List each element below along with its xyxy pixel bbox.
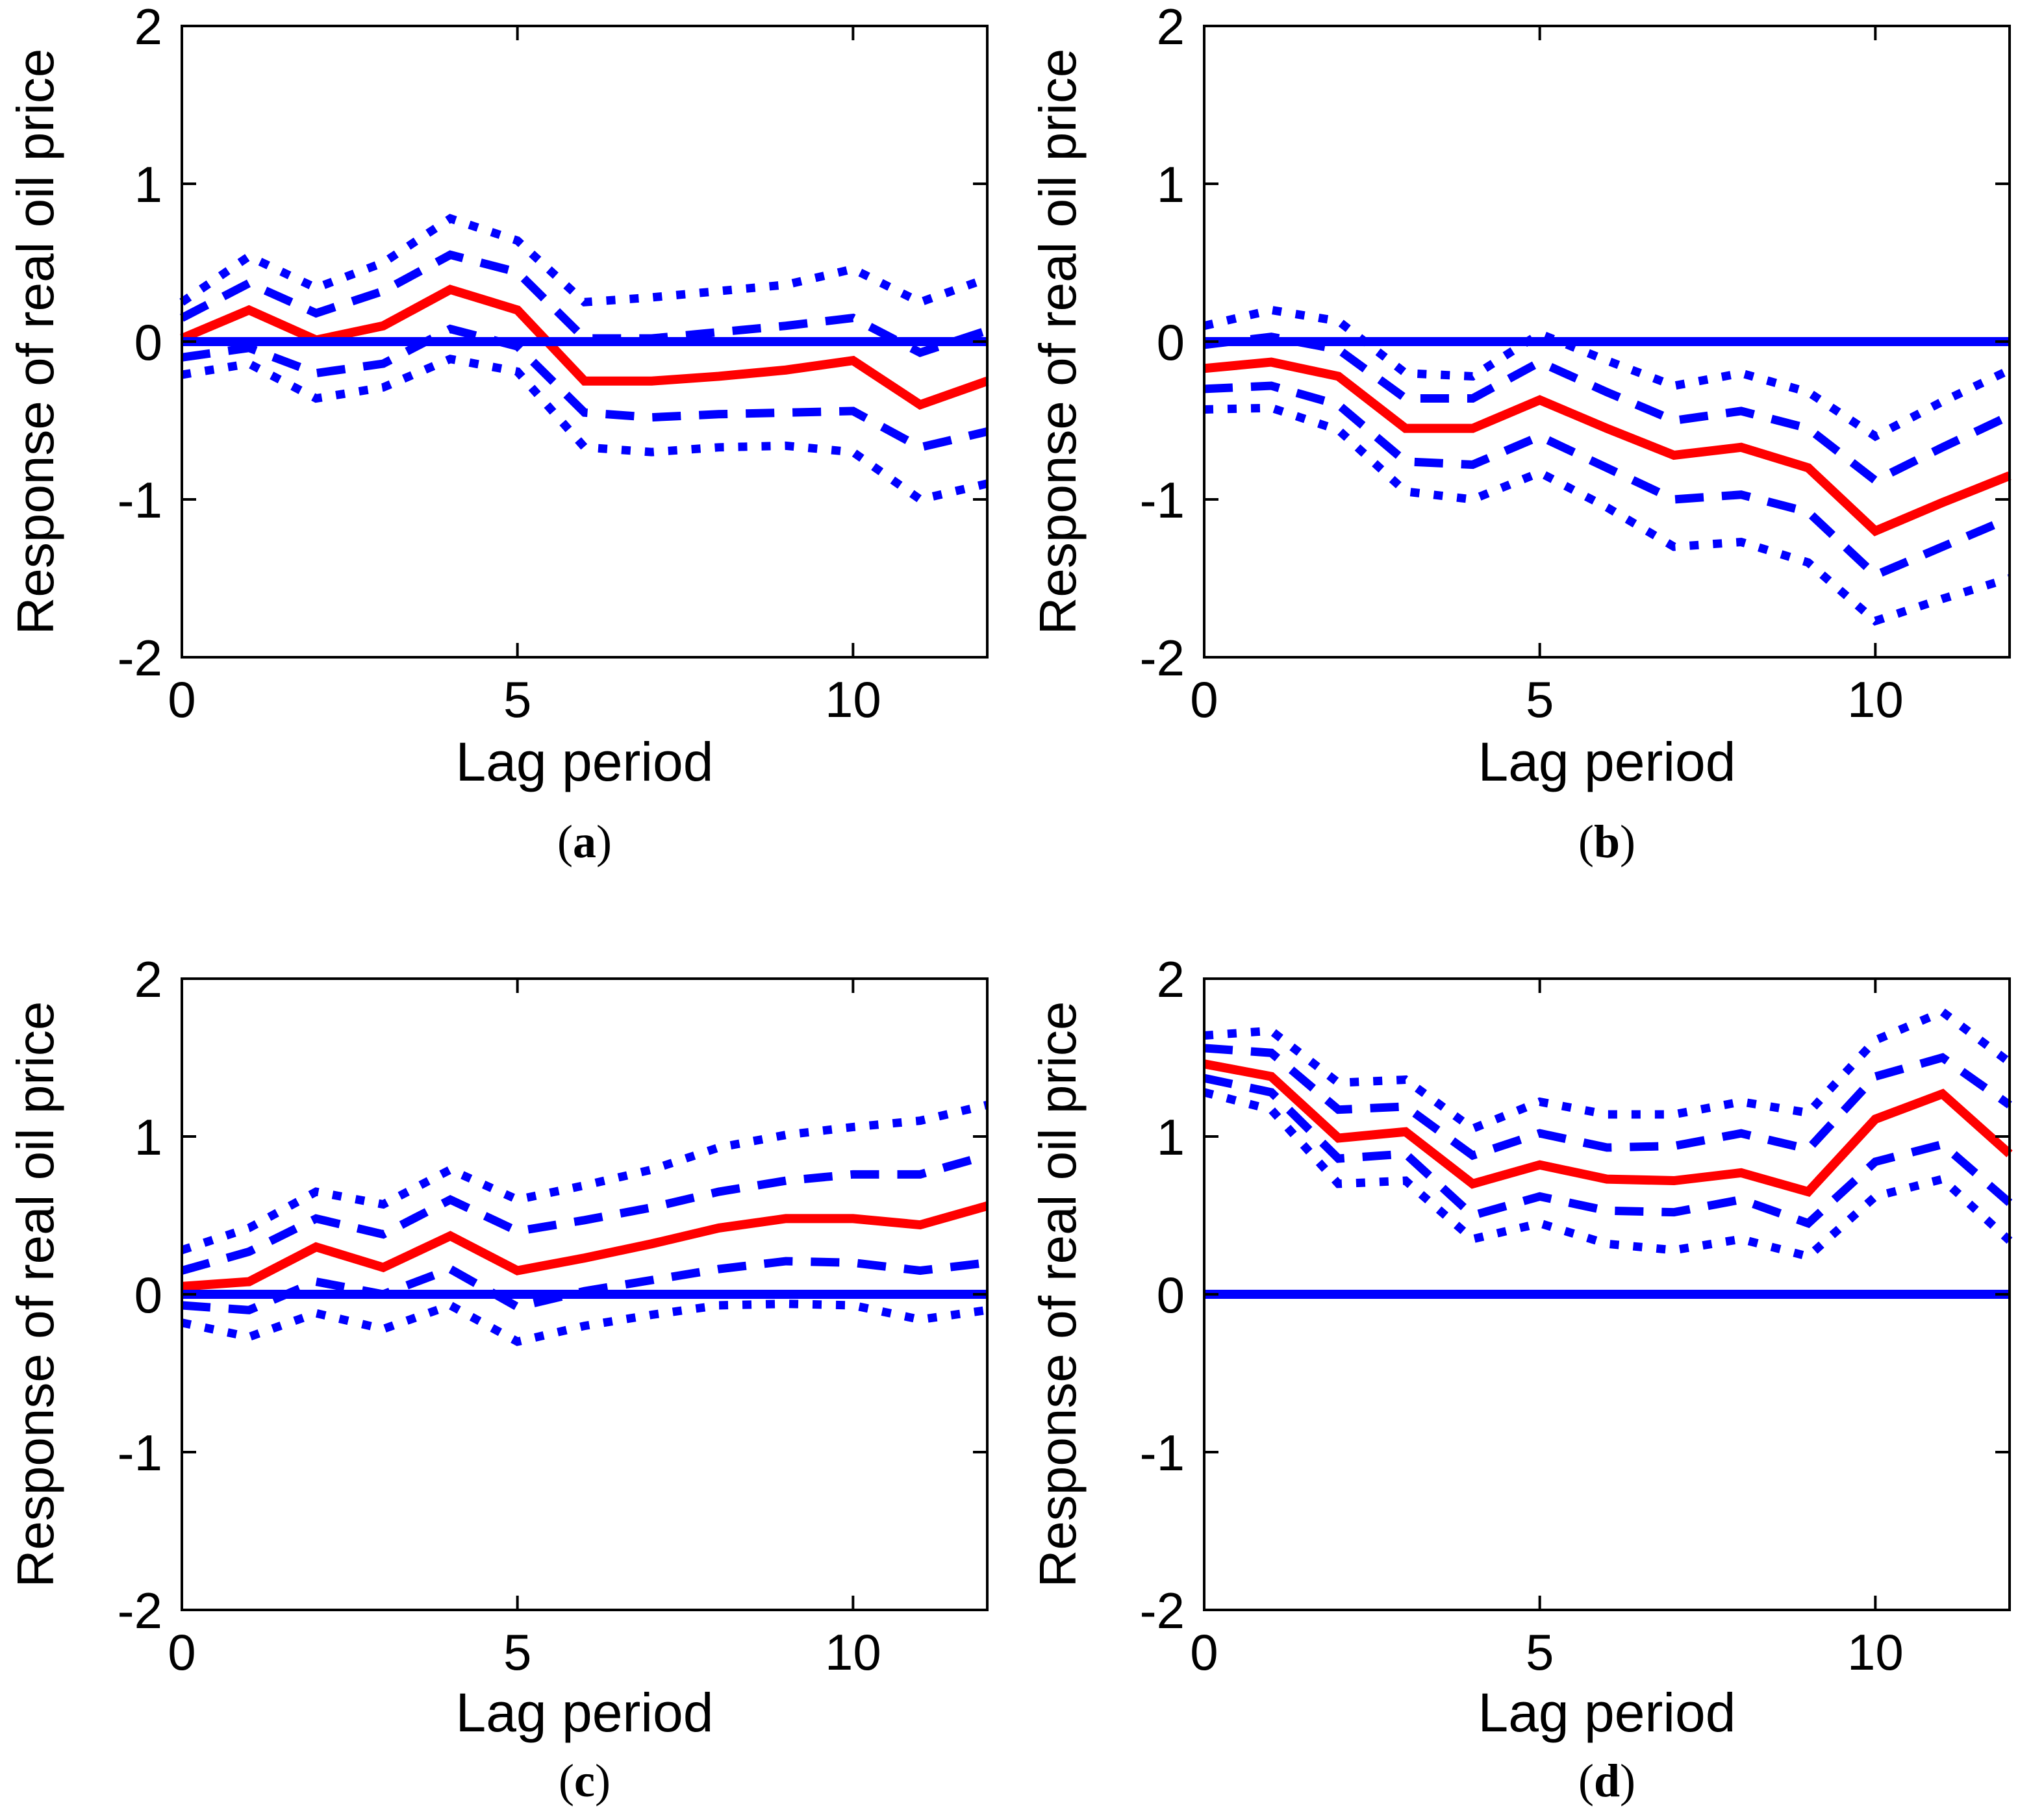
x-tick-label: 5 bbox=[503, 671, 531, 728]
series-outer-lower-band bbox=[1204, 403, 2011, 626]
x-axis-title: Lag period bbox=[1478, 731, 1736, 792]
series-outer-upper-band bbox=[180, 1101, 989, 1255]
series-outer-lower-band bbox=[181, 1300, 988, 1346]
caption-close-paren: ) bbox=[594, 1755, 611, 1807]
y-tick-label: 1 bbox=[1157, 156, 1185, 213]
y-tick-label: -1 bbox=[118, 471, 162, 529]
caption-close-paren: ) bbox=[1620, 816, 1635, 868]
caption-open-paren: ( bbox=[559, 1755, 575, 1807]
panel-caption: (b) bbox=[1204, 815, 2010, 869]
series-outer-upper-band bbox=[1203, 305, 2012, 442]
x-tick-label: 0 bbox=[1190, 671, 1218, 728]
caption-letter: c bbox=[574, 1755, 595, 1807]
x-tick-label: 10 bbox=[825, 671, 881, 728]
y-tick-label: -2 bbox=[118, 629, 162, 686]
panel-caption: (a) bbox=[182, 815, 987, 869]
y-tick-label: 2 bbox=[134, 951, 162, 1008]
caption-letter: d bbox=[1593, 1755, 1621, 1807]
y-tick-label: -2 bbox=[118, 1582, 162, 1639]
panel-d: Response of real oil price 0 5 10 -2 -1 0 1 2 L… bbox=[1022, 902, 2044, 1808]
y-tick-label: 0 bbox=[1157, 1266, 1185, 1324]
x-axis-title: Lag period bbox=[455, 1682, 714, 1743]
y-tick-label: -1 bbox=[1140, 471, 1185, 529]
series-outer-lower-band bbox=[181, 354, 989, 504]
x-tick-label: 0 bbox=[168, 1624, 196, 1681]
x-tick-label: 5 bbox=[1526, 1624, 1554, 1681]
panel-c-plot: 0 5 10 -2 -1 0 1 2 bbox=[118, 951, 989, 1681]
caption-open-paren: ( bbox=[1578, 816, 1594, 868]
panel-b-plot: 0 5 10 -2 -1 0 1 2 bbox=[1140, 0, 2012, 728]
panel-caption: (c) bbox=[182, 1754, 987, 1808]
x-tick-label: 10 bbox=[1847, 671, 1904, 728]
panel-b: Response of real oil price 0 5 10 -2 -1 0 1 2 L… bbox=[1022, 0, 2044, 903]
x-axis-title: Lag period bbox=[455, 731, 714, 792]
caption-open-paren: ( bbox=[557, 816, 573, 868]
x-tick-label: 0 bbox=[1190, 1624, 1218, 1681]
series-inner-upper-band bbox=[1204, 333, 2012, 486]
series-inner-lower-band bbox=[181, 1257, 988, 1314]
series-outer-lower-band bbox=[1203, 1088, 2013, 1261]
x-tick-label: 5 bbox=[503, 1624, 531, 1681]
panel-a: Response of real oil price 0 5 10 -2 -1 0 1 2 L… bbox=[0, 0, 1022, 903]
panel-caption: (d) bbox=[1204, 1754, 2010, 1808]
y-tick-label: 2 bbox=[1157, 0, 1185, 55]
y-tick-label: 0 bbox=[134, 1266, 162, 1324]
y-tick-label: 0 bbox=[1157, 314, 1185, 371]
series-inner-upper-band bbox=[180, 250, 989, 358]
y-tick-label: 2 bbox=[134, 0, 162, 55]
series-point-estimate bbox=[1204, 357, 2012, 536]
caption-letter: b bbox=[1593, 816, 1621, 868]
panel-c: Response of real oil price 0 5 10 -2 -1 0 1 2 L… bbox=[0, 902, 1022, 1808]
panel-a-plot: 0 5 10 -2 -1 0 1 2 bbox=[118, 0, 989, 728]
series-inner-lower-band bbox=[181, 324, 989, 452]
y-tick-label: 1 bbox=[134, 156, 162, 213]
y-tick-label: -2 bbox=[1140, 1582, 1185, 1639]
y-tick-label: -1 bbox=[118, 1424, 162, 1481]
series-point-estimate bbox=[181, 1201, 989, 1291]
series-outer-upper-band bbox=[179, 214, 989, 307]
series-inner-lower-band bbox=[1203, 1074, 2013, 1229]
x-axis-title: Lag period bbox=[1478, 1682, 1736, 1743]
series-point-estimate bbox=[1203, 1059, 2013, 1197]
caption-close-paren: ) bbox=[1620, 1755, 1635, 1807]
x-tick-label: 0 bbox=[168, 671, 196, 728]
series-inner-upper-band bbox=[181, 1151, 989, 1275]
y-tick-label: -1 bbox=[1140, 1424, 1185, 1481]
x-tick-label: 10 bbox=[1847, 1624, 1904, 1681]
series-point-estimate bbox=[180, 284, 989, 410]
y-tick-label: 1 bbox=[134, 1109, 162, 1166]
y-tick-label: 0 bbox=[134, 314, 162, 371]
y-tick-label: 1 bbox=[1157, 1109, 1185, 1166]
series-inner-lower-band bbox=[1204, 381, 2012, 581]
x-tick-label: 5 bbox=[1526, 671, 1554, 728]
x-tick-label: 10 bbox=[825, 1624, 881, 1681]
series-inner-upper-band bbox=[1204, 1044, 2012, 1161]
y-tick-label: 2 bbox=[1157, 951, 1185, 1008]
y-tick-label: -2 bbox=[1140, 629, 1185, 686]
caption-close-paren: ) bbox=[596, 816, 612, 868]
caption-open-paren: ( bbox=[1578, 1755, 1594, 1807]
caption-letter: a bbox=[573, 816, 596, 868]
panel-d-plot: 0 5 10 -2 -1 0 1 2 bbox=[1140, 951, 2013, 1681]
